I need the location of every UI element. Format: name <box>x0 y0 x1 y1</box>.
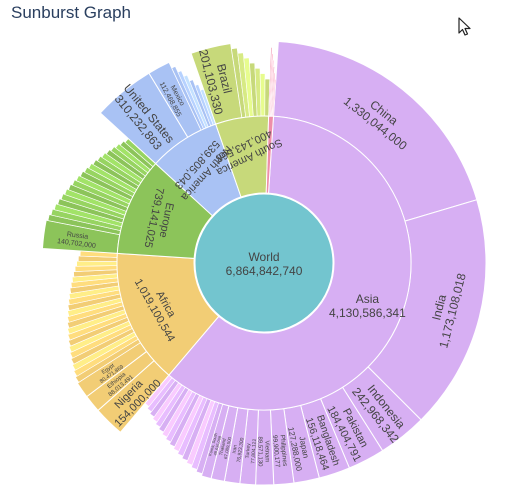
slice-label-thailand: Thailand67,089,500 <box>218 435 233 460</box>
slice-label-philippines: Philippines99,900,177 <box>271 434 288 468</box>
sunburst-slice-world[interactable] <box>194 193 334 333</box>
mouse-pointer-icon <box>458 17 471 36</box>
sunburst-slice-asia[interactable] <box>168 115 412 411</box>
slice-label-russia: Russia140,702,000 <box>57 230 98 250</box>
slice-label-iran: Iran76,923,300 <box>230 436 245 463</box>
root-node <box>194 193 334 333</box>
slice-label-korea-south: Korea, South48,636,068 <box>207 433 222 458</box>
chart-title: Sunburst Graph <box>11 3 132 22</box>
country-ring <box>41 40 487 486</box>
slice-label-asia: Asia 4,130,586,341 <box>329 292 406 320</box>
slice-label-vietnam: Vietnam89,571,130 <box>257 436 270 467</box>
continent-ring <box>116 115 412 411</box>
sunburst-leaf-slice[interactable] <box>259 73 266 117</box>
sunburst-leaf-slice[interactable] <box>76 260 118 267</box>
slice-label-turkey: Turkey77,804,122 <box>244 438 258 464</box>
sunburst-slice-other[interactable] <box>265 115 275 194</box>
slice-label-world: World 6,864,842,740 <box>226 250 303 278</box>
